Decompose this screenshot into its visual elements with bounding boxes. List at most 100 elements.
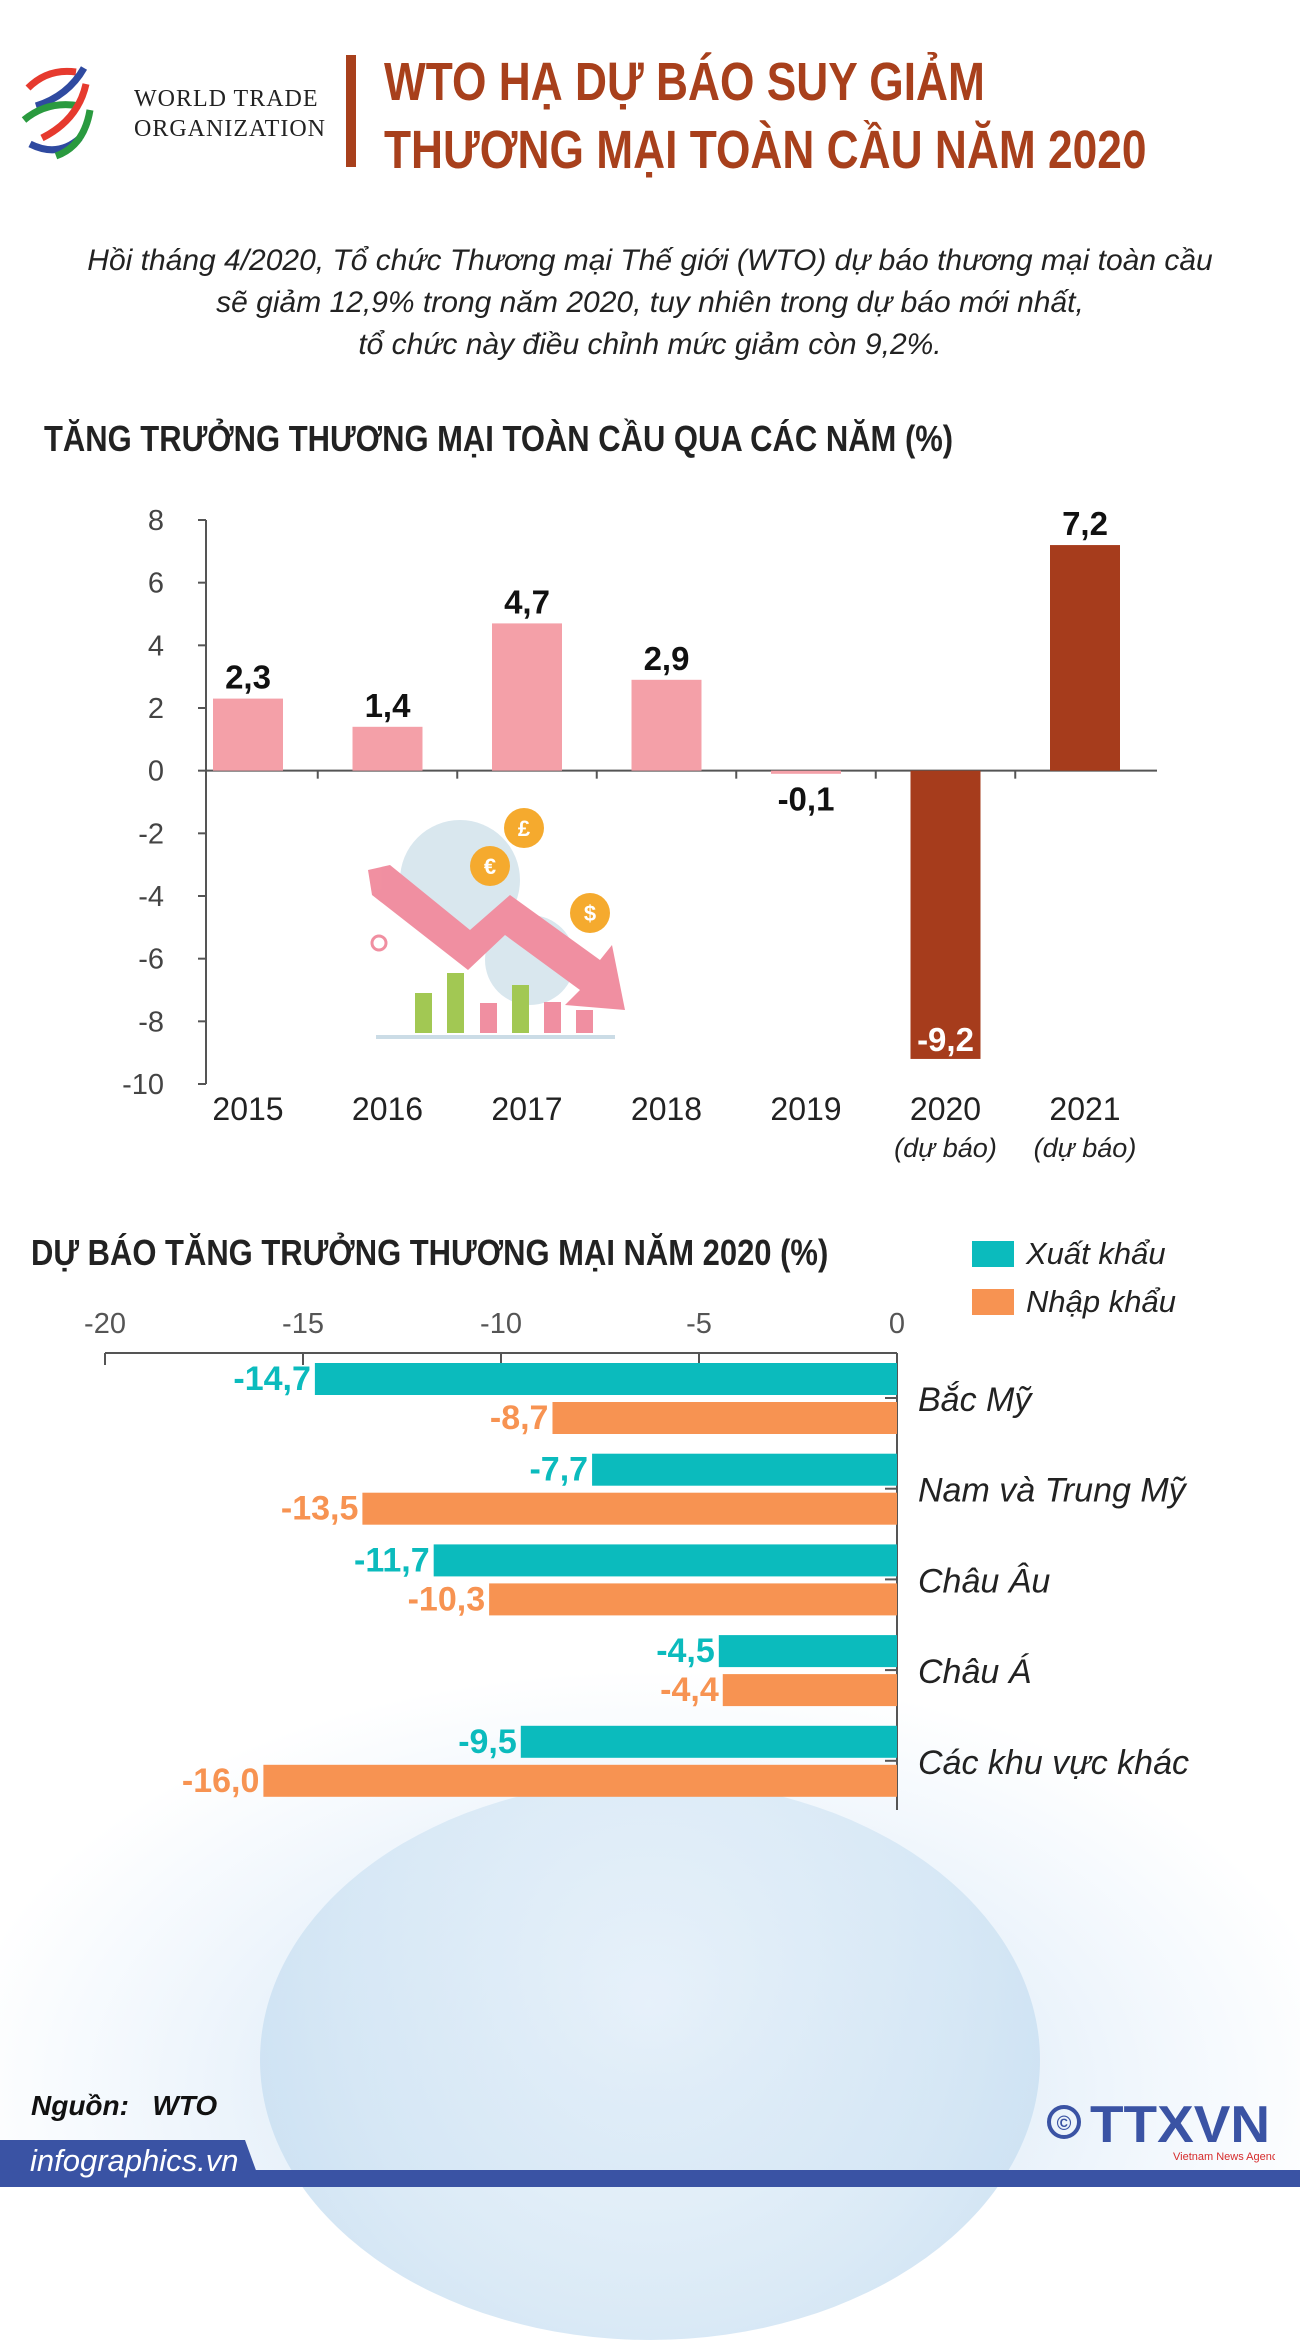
legend-export: Xuất khẩu bbox=[972, 1236, 1166, 1272]
svg-text:£: £ bbox=[518, 816, 531, 841]
region-label: Châu Âu bbox=[918, 1562, 1050, 1600]
coin-dollar-icon bbox=[570, 893, 610, 933]
coin-pound-icon bbox=[504, 808, 544, 848]
source-label: Nguồn: bbox=[31, 2090, 129, 2121]
site-link[interactable]: infographics.vn bbox=[30, 2143, 239, 2178]
svg-text:$: $ bbox=[584, 901, 596, 926]
legend-import: Nhập khẩu bbox=[972, 1284, 1176, 1320]
bar-2020 bbox=[910, 770, 981, 1059]
source-note: Nguồn: WTO bbox=[31, 2090, 217, 2122]
coin-euro-icon bbox=[470, 846, 510, 886]
y-tick-label: 6 bbox=[148, 568, 164, 600]
x-tick-label: 0 bbox=[889, 1308, 905, 1340]
bar-export bbox=[314, 1363, 897, 1395]
y-tick-label: 2 bbox=[148, 693, 164, 725]
x-tick-label: 2018 bbox=[631, 1091, 702, 1127]
y-tick-label: -2 bbox=[138, 818, 164, 850]
forecast-note: (dự báo) bbox=[894, 1133, 997, 1163]
bar-export bbox=[718, 1635, 897, 1668]
forecast-note: (dự báo) bbox=[1034, 1133, 1137, 1163]
x-tick-label: -20 bbox=[84, 1308, 126, 1340]
bar-import bbox=[552, 1402, 897, 1434]
intro-paragraph: Hồi tháng 4/2020, Tổ chức Thương mại Thế… bbox=[0, 240, 1300, 366]
value-label: -13,5 bbox=[281, 1490, 359, 1528]
value-label: 2,3 bbox=[225, 659, 271, 696]
page-title: WTO HẠ DỰ BÁO SUY GIẢM THƯƠNG MẠI TOÀN C… bbox=[384, 48, 1300, 184]
value-label: -4,4 bbox=[660, 1671, 719, 1709]
source-value: WTO bbox=[152, 2090, 218, 2121]
bar-2015 bbox=[213, 698, 283, 771]
bar-2021 bbox=[1050, 545, 1120, 771]
legend-label-export: Xuất khẩu bbox=[1026, 1236, 1166, 1271]
y-tick-label: 8 bbox=[148, 505, 164, 537]
x-tick-label: 2015 bbox=[212, 1091, 283, 1127]
bar-export bbox=[520, 1725, 897, 1758]
region-label: Châu Á bbox=[918, 1653, 1031, 1691]
charts-canvas: £ € $ 8 6 4 2 0 -2 -4 -6 -8 -10 2,3 2015 1,4 2016 4,7 2… bbox=[84, 505, 1189, 1810]
value-label: -9,2 bbox=[917, 1021, 974, 1058]
footer-band bbox=[0, 2170, 1300, 2187]
x-tick-label: -15 bbox=[282, 1308, 324, 1340]
wto-logo-icon bbox=[21, 66, 94, 160]
x-tick-label: 2021 bbox=[1049, 1091, 1120, 1127]
x-tick-label: 2016 bbox=[352, 1091, 423, 1127]
y-tick-label: 4 bbox=[148, 630, 164, 662]
legend-label-import: Nhập khẩu bbox=[1026, 1284, 1176, 1319]
value-label: -7,7 bbox=[529, 1451, 588, 1489]
title-line-1: WTO HẠ DỰ BÁO SUY GIẢM bbox=[384, 52, 985, 112]
title-accent-bar bbox=[346, 55, 356, 167]
value-label: -4,5 bbox=[656, 1632, 715, 1670]
bar-2017 bbox=[492, 623, 562, 771]
bar-import bbox=[489, 1583, 897, 1616]
value-label: -8,7 bbox=[490, 1399, 549, 1437]
intro-line: tổ chức này điều chỉnh mức giảm còn 9,2%… bbox=[358, 328, 942, 361]
down-arrow-icon bbox=[368, 865, 625, 1010]
value-label: 7,2 bbox=[1062, 505, 1108, 542]
bar-2019 bbox=[771, 770, 841, 774]
svg-text:€: € bbox=[484, 854, 496, 879]
value-label: -0,1 bbox=[778, 781, 835, 818]
region-label: Các khu vực khác bbox=[918, 1744, 1189, 1782]
bar-2016 bbox=[352, 726, 423, 771]
bar-export bbox=[433, 1544, 897, 1577]
bar-import bbox=[722, 1674, 897, 1707]
x-tick-label: 2020 bbox=[910, 1091, 981, 1127]
trade-decline-illustration: £ € $ bbox=[368, 808, 625, 1039]
x-tick-label: 2017 bbox=[491, 1091, 562, 1127]
x-tick-label: -5 bbox=[686, 1308, 712, 1340]
bar-export bbox=[592, 1453, 897, 1486]
intro-line: Hồi tháng 4/2020, Tổ chức Thương mại Thế… bbox=[87, 244, 1213, 277]
logo-line-1: WORLD TRADE bbox=[134, 86, 319, 112]
intro-line: sẽ giảm 12,9% trong năm 2020, tuy nhiên … bbox=[216, 286, 1084, 319]
value-label: -9,5 bbox=[458, 1723, 517, 1761]
legend-swatch-export bbox=[972, 1241, 1014, 1267]
x-tick-label: 2019 bbox=[770, 1091, 841, 1127]
logo-line-2: ORGANIZATION bbox=[134, 116, 326, 142]
x-tick-label: -10 bbox=[480, 1308, 522, 1340]
bar-import bbox=[362, 1492, 897, 1525]
y-tick-label: -6 bbox=[138, 944, 164, 976]
y-tick-label: -10 bbox=[122, 1069, 164, 1101]
svg-text:Vietnam News Agency: Vietnam News Agency bbox=[1173, 2151, 1275, 2163]
value-label: 2,9 bbox=[644, 640, 690, 677]
legend-swatch-import bbox=[972, 1289, 1014, 1315]
svg-text:TTXVN: TTXVN bbox=[1090, 2096, 1270, 2154]
chart1-title: TĂNG TRƯỞNG THƯƠNG MẠI TOÀN CẦU QUA CÁC … bbox=[44, 418, 954, 459]
copyright-icon bbox=[1047, 2105, 1081, 2139]
value-label: 1,4 bbox=[365, 687, 412, 724]
footer-tab bbox=[0, 2140, 262, 2187]
y-tick-label: -8 bbox=[138, 1006, 164, 1038]
value-label: -14,7 bbox=[233, 1360, 311, 1398]
chart2-title: DỰ BÁO TĂNG TRƯỞNG THƯƠNG MẠI NĂM 2020 (… bbox=[31, 1232, 829, 1273]
bar-2018 bbox=[631, 679, 702, 771]
wto-logo-text: WORLD TRADE ORGANIZATION bbox=[134, 84, 326, 144]
y-tick-label: 0 bbox=[148, 756, 164, 788]
value-label: 4,7 bbox=[504, 583, 550, 620]
value-label: -10,3 bbox=[408, 1580, 486, 1618]
location-pin-icon bbox=[370, 934, 388, 952]
title-line-2: THƯƠNG MẠI TOÀN CẦU NĂM 2020 bbox=[384, 120, 1147, 180]
value-label: -16,0 bbox=[182, 1762, 260, 1800]
value-label: -11,7 bbox=[354, 1541, 430, 1579]
svg-text:©: © bbox=[1057, 2113, 1072, 2135]
region-label: Bắc Mỹ bbox=[918, 1381, 1033, 1419]
